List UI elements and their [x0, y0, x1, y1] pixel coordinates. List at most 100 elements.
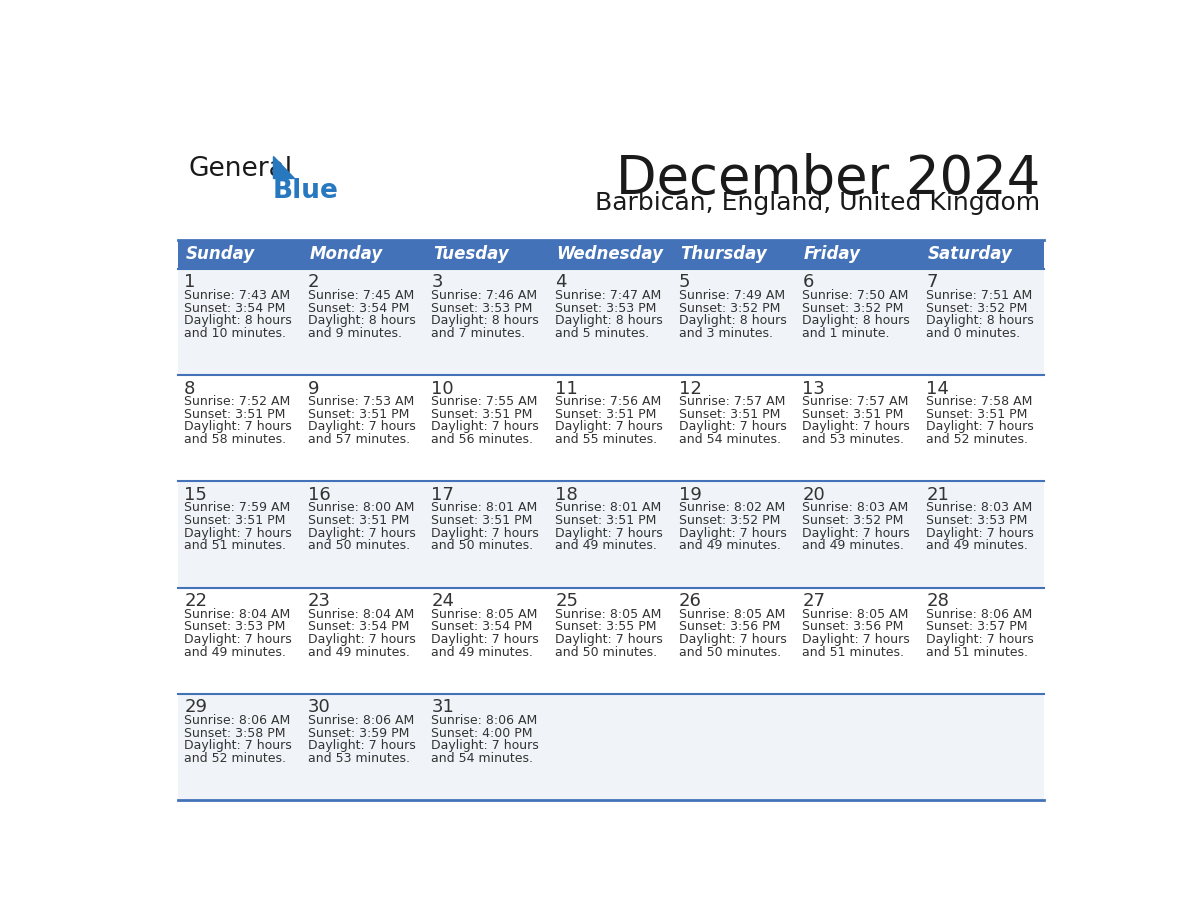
Text: Sunrise: 8:05 AM: Sunrise: 8:05 AM — [431, 608, 538, 621]
Text: Sunset: 3:54 PM: Sunset: 3:54 PM — [184, 301, 285, 315]
Text: and 50 minutes.: and 50 minutes. — [431, 540, 533, 553]
Text: Sunrise: 8:04 AM: Sunrise: 8:04 AM — [184, 608, 290, 621]
Text: 23: 23 — [308, 592, 330, 610]
Text: Sunrise: 7:51 AM: Sunrise: 7:51 AM — [927, 289, 1032, 302]
Bar — [178, 694, 302, 800]
Text: Daylight: 7 hours: Daylight: 7 hours — [308, 739, 416, 752]
Text: Sunset: 3:52 PM: Sunset: 3:52 PM — [802, 301, 904, 315]
Text: Sunrise: 7:46 AM: Sunrise: 7:46 AM — [431, 289, 538, 302]
Text: Sunset: 4:00 PM: Sunset: 4:00 PM — [431, 726, 533, 740]
Bar — [549, 694, 672, 800]
Text: Daylight: 8 hours: Daylight: 8 hours — [802, 314, 910, 327]
Text: Sunset: 3:52 PM: Sunset: 3:52 PM — [678, 301, 781, 315]
Bar — [425, 694, 549, 800]
Text: Daylight: 7 hours: Daylight: 7 hours — [927, 633, 1034, 646]
Bar — [672, 694, 796, 800]
Text: Sunrise: 8:00 AM: Sunrise: 8:00 AM — [308, 501, 415, 514]
Text: Sunset: 3:51 PM: Sunset: 3:51 PM — [184, 408, 285, 420]
Text: and 51 minutes.: and 51 minutes. — [802, 645, 904, 659]
Text: Sunrise: 7:57 AM: Sunrise: 7:57 AM — [802, 395, 909, 409]
Text: Sunset: 3:51 PM: Sunset: 3:51 PM — [431, 408, 533, 420]
Bar — [920, 588, 1043, 694]
Text: 10: 10 — [431, 380, 454, 397]
Text: Barbican, England, United Kingdom: Barbican, England, United Kingdom — [595, 191, 1040, 215]
Text: 13: 13 — [802, 380, 826, 397]
Text: Sunrise: 7:59 AM: Sunrise: 7:59 AM — [184, 501, 290, 514]
Text: and 9 minutes.: and 9 minutes. — [308, 327, 402, 340]
Text: 30: 30 — [308, 699, 330, 716]
Text: 25: 25 — [555, 592, 579, 610]
Text: Daylight: 7 hours: Daylight: 7 hours — [555, 527, 663, 540]
Text: Daylight: 8 hours: Daylight: 8 hours — [431, 314, 539, 327]
Text: Sunset: 3:51 PM: Sunset: 3:51 PM — [555, 408, 657, 420]
Text: Daylight: 7 hours: Daylight: 7 hours — [678, 527, 786, 540]
Text: Sunset: 3:52 PM: Sunset: 3:52 PM — [802, 514, 904, 527]
Text: Sunset: 3:56 PM: Sunset: 3:56 PM — [678, 621, 781, 633]
Text: 6: 6 — [802, 274, 814, 291]
Bar — [796, 375, 920, 481]
Text: Daylight: 7 hours: Daylight: 7 hours — [431, 739, 539, 752]
Text: and 49 minutes.: and 49 minutes. — [678, 540, 781, 553]
Text: Daylight: 7 hours: Daylight: 7 hours — [184, 420, 292, 433]
Text: and 51 minutes.: and 51 minutes. — [184, 540, 286, 553]
Text: and 58 minutes.: and 58 minutes. — [184, 433, 286, 446]
Text: 17: 17 — [431, 486, 454, 504]
Text: and 53 minutes.: and 53 minutes. — [308, 752, 410, 765]
Text: Daylight: 7 hours: Daylight: 7 hours — [431, 527, 539, 540]
Text: 15: 15 — [184, 486, 207, 504]
Bar — [178, 375, 302, 481]
Text: 8: 8 — [184, 380, 196, 397]
Bar — [302, 694, 425, 800]
Text: Sunrise: 7:52 AM: Sunrise: 7:52 AM — [184, 395, 290, 409]
Bar — [920, 481, 1043, 588]
Bar — [672, 481, 796, 588]
Bar — [796, 269, 920, 375]
Bar — [178, 588, 302, 694]
Text: Sunrise: 7:58 AM: Sunrise: 7:58 AM — [927, 395, 1032, 409]
Text: Sunrise: 8:06 AM: Sunrise: 8:06 AM — [184, 714, 290, 727]
Text: 2: 2 — [308, 274, 320, 291]
Bar — [425, 481, 549, 588]
Bar — [302, 588, 425, 694]
Text: Sunset: 3:53 PM: Sunset: 3:53 PM — [184, 621, 285, 633]
Bar — [672, 375, 796, 481]
Text: Daylight: 7 hours: Daylight: 7 hours — [184, 739, 292, 752]
Text: and 51 minutes.: and 51 minutes. — [927, 645, 1028, 659]
Text: Daylight: 7 hours: Daylight: 7 hours — [678, 420, 786, 433]
Bar — [796, 694, 920, 800]
Text: and 52 minutes.: and 52 minutes. — [184, 752, 286, 765]
Bar — [425, 269, 549, 375]
Text: Wednesday: Wednesday — [557, 245, 664, 263]
Text: 14: 14 — [927, 380, 949, 397]
Text: 24: 24 — [431, 592, 455, 610]
Bar — [549, 588, 672, 694]
Text: Daylight: 7 hours: Daylight: 7 hours — [431, 633, 539, 646]
Text: Sunrise: 8:05 AM: Sunrise: 8:05 AM — [678, 608, 785, 621]
Text: Sunrise: 8:04 AM: Sunrise: 8:04 AM — [308, 608, 415, 621]
Bar — [178, 240, 1043, 269]
Text: Sunset: 3:51 PM: Sunset: 3:51 PM — [927, 408, 1028, 420]
Text: and 5 minutes.: and 5 minutes. — [555, 327, 650, 340]
Text: and 49 minutes.: and 49 minutes. — [555, 540, 657, 553]
Text: Sunset: 3:51 PM: Sunset: 3:51 PM — [308, 514, 409, 527]
Text: and 55 minutes.: and 55 minutes. — [555, 433, 657, 446]
Text: Sunset: 3:53 PM: Sunset: 3:53 PM — [431, 301, 533, 315]
Text: Sunset: 3:52 PM: Sunset: 3:52 PM — [678, 514, 781, 527]
Text: Sunset: 3:51 PM: Sunset: 3:51 PM — [555, 514, 657, 527]
Text: and 7 minutes.: and 7 minutes. — [431, 327, 525, 340]
Text: Daylight: 7 hours: Daylight: 7 hours — [927, 527, 1034, 540]
Bar — [920, 694, 1043, 800]
Text: and 49 minutes.: and 49 minutes. — [927, 540, 1028, 553]
Bar — [549, 481, 672, 588]
Text: Sunset: 3:51 PM: Sunset: 3:51 PM — [184, 514, 285, 527]
Text: and 49 minutes.: and 49 minutes. — [184, 645, 286, 659]
Text: 7: 7 — [927, 274, 937, 291]
Text: Daylight: 8 hours: Daylight: 8 hours — [927, 314, 1034, 327]
Text: Sunset: 3:55 PM: Sunset: 3:55 PM — [555, 621, 657, 633]
Bar — [549, 375, 672, 481]
Text: and 49 minutes.: and 49 minutes. — [431, 645, 533, 659]
Text: Sunrise: 7:43 AM: Sunrise: 7:43 AM — [184, 289, 290, 302]
Text: Sunrise: 8:03 AM: Sunrise: 8:03 AM — [927, 501, 1032, 514]
Text: Daylight: 8 hours: Daylight: 8 hours — [678, 314, 786, 327]
Text: 28: 28 — [927, 592, 949, 610]
